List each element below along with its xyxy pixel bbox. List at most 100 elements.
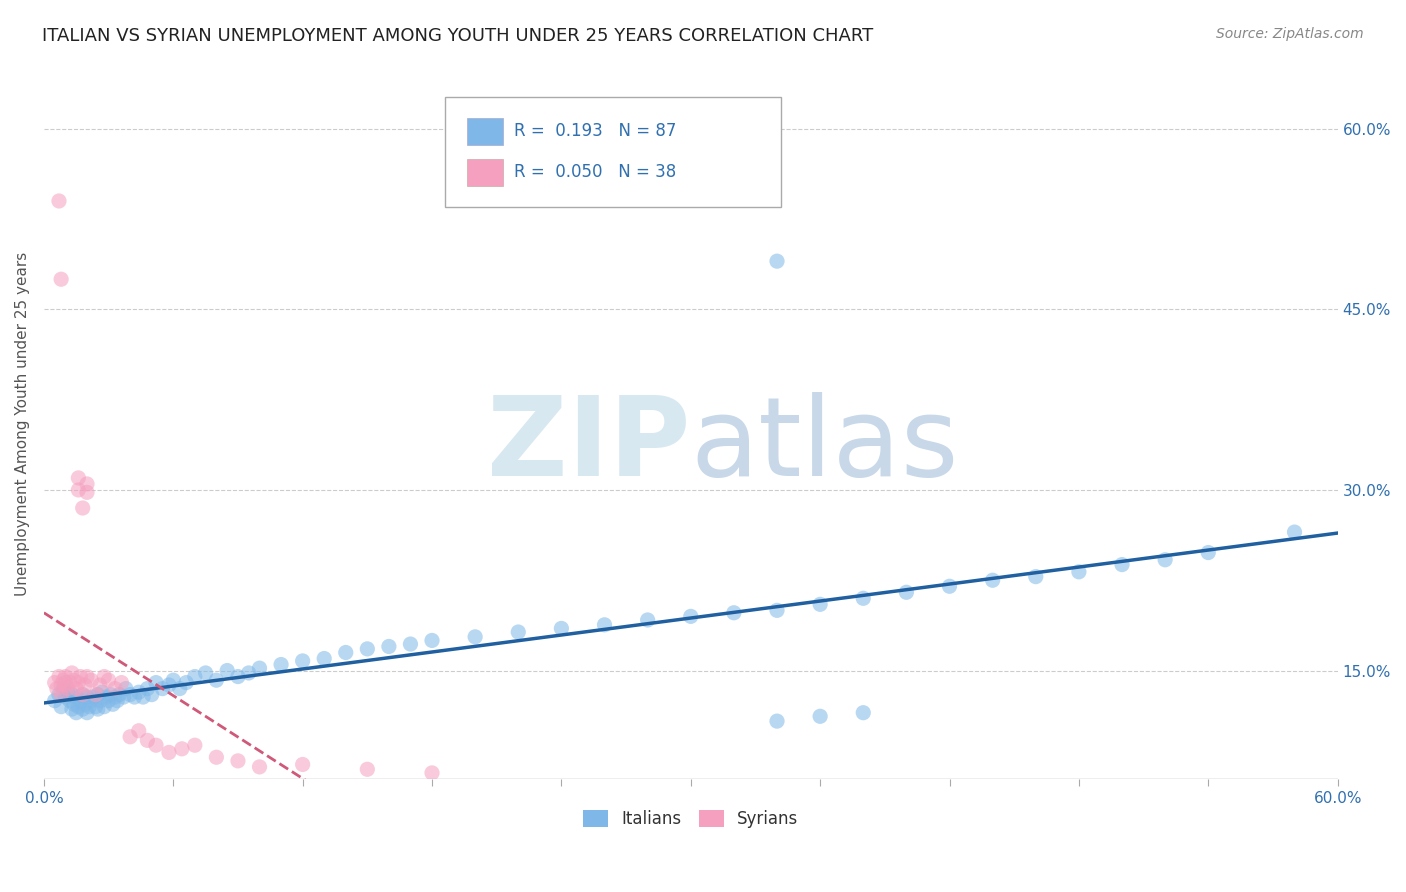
Point [72, 688, 94, 702]
Point [145, 738, 167, 752]
Point [852, 706, 875, 720]
Point [63, 673, 86, 688]
Point [314, 651, 336, 665]
Point [84, 688, 107, 702]
Text: Source: ZipAtlas.com: Source: ZipAtlas.com [1216, 27, 1364, 41]
Y-axis label: Unemployment Among Youth under 25 years: Unemployment Among Youth under 25 years [15, 252, 30, 596]
Point [120, 730, 142, 744]
Point [132, 690, 155, 704]
Point [97, 693, 120, 707]
Point [97, 673, 120, 688]
Point [100, 688, 122, 702]
Text: R =  0.050   N = 38: R = 0.050 N = 38 [513, 163, 676, 181]
Point [508, 625, 530, 640]
Point [52, 673, 75, 688]
Point [249, 661, 271, 675]
Point [60, 702, 83, 716]
Point [174, 675, 197, 690]
Point [89, 693, 111, 707]
Point [93, 699, 115, 714]
Point [82, 690, 104, 704]
Point [76, 669, 98, 683]
Point [87, 688, 110, 702]
Point [108, 688, 131, 702]
Point [114, 681, 136, 696]
Point [420, 765, 443, 780]
Point [44, 693, 66, 707]
Point [141, 688, 163, 702]
Point [48, 194, 70, 208]
Point [637, 613, 659, 627]
Point [1154, 553, 1177, 567]
Text: ZIP: ZIP [488, 392, 690, 499]
Point [420, 633, 443, 648]
Point [89, 678, 111, 692]
Point [72, 688, 94, 702]
Text: ITALIAN VS SYRIAN UNEMPLOYMENT AMONG YOUTH UNDER 25 YEARS CORRELATION CHART: ITALIAN VS SYRIAN UNEMPLOYMENT AMONG YOU… [42, 27, 873, 45]
Point [67, 675, 90, 690]
Point [291, 757, 314, 772]
Point [238, 665, 260, 680]
Point [48, 688, 70, 702]
Point [679, 609, 702, 624]
Point [808, 709, 831, 723]
Point [157, 678, 180, 692]
Point [136, 681, 159, 696]
Point [157, 746, 180, 760]
Point [67, 483, 90, 497]
Point [1197, 545, 1219, 559]
Point [105, 693, 128, 707]
Point [96, 690, 118, 704]
Point [550, 621, 572, 635]
Point [55, 669, 77, 683]
Point [981, 574, 1004, 588]
Point [49, 688, 72, 702]
Point [766, 714, 789, 728]
Point [1025, 569, 1047, 583]
Point [56, 685, 79, 699]
Point [128, 685, 150, 699]
Point [110, 675, 132, 690]
Point [249, 760, 271, 774]
Point [65, 681, 87, 696]
Point [1284, 525, 1306, 540]
Point [49, 678, 72, 692]
Legend: Italians, Syrians: Italians, Syrians [576, 803, 804, 835]
Point [808, 597, 831, 611]
Point [162, 673, 184, 688]
Point [896, 585, 918, 599]
Point [65, 706, 87, 720]
Point [59, 675, 82, 690]
Point [91, 685, 114, 699]
Point [152, 681, 174, 696]
Point [226, 669, 249, 683]
Point [464, 630, 486, 644]
Point [170, 741, 193, 756]
Point [52, 681, 75, 696]
Point [67, 699, 90, 714]
Point [378, 640, 401, 654]
Point [938, 579, 960, 593]
Point [356, 641, 378, 656]
Point [45, 681, 67, 696]
Bar [467, 118, 503, 145]
Point [76, 477, 98, 491]
Point [124, 690, 146, 704]
Point [205, 673, 228, 688]
Point [73, 678, 96, 692]
Point [101, 698, 124, 712]
Point [766, 603, 789, 617]
Point [194, 665, 217, 680]
Point [63, 698, 86, 712]
Point [852, 591, 875, 606]
Point [335, 645, 357, 659]
Point [104, 681, 127, 696]
Point [60, 665, 83, 680]
Point [217, 664, 239, 678]
Point [77, 699, 100, 714]
Bar [467, 159, 503, 186]
Point [356, 762, 378, 776]
Point [145, 675, 167, 690]
Point [49, 272, 72, 286]
Point [169, 681, 191, 696]
